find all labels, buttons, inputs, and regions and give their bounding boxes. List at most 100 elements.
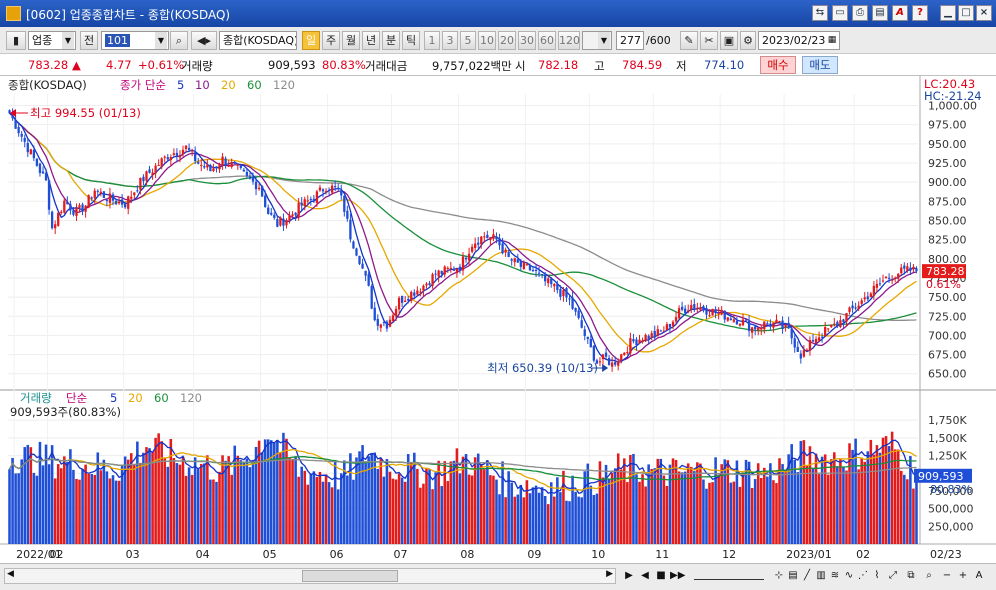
minute-20-button[interactable]: 20 — [498, 31, 516, 50]
tab-year[interactable]: 년 — [362, 31, 380, 50]
volume-bar — [723, 459, 727, 544]
font-icon[interactable]: A — [892, 5, 908, 21]
wave-tool-icon[interactable]: ∿ — [844, 570, 854, 581]
fan-tool-icon[interactable]: ⋰ — [858, 570, 868, 581]
tab-tick[interactable]: 틱 — [402, 31, 420, 50]
candle-body — [909, 267, 912, 271]
all-button[interactable]: 전 — [80, 31, 98, 50]
crosshair-icon[interactable]: ⊹ — [774, 570, 784, 581]
zoom-in-icon[interactable]: + — [958, 570, 968, 581]
volume-bar — [826, 474, 830, 544]
wand-icon[interactable]: ✎ — [680, 31, 698, 50]
minute-3-button[interactable]: 3 — [442, 31, 458, 50]
zoom-slider[interactable] — [694, 572, 764, 580]
volume-bar — [105, 471, 109, 544]
candle-body — [376, 318, 379, 326]
sound-icon[interactable]: ◀▸ — [191, 31, 217, 50]
help-icon[interactable]: ? — [912, 5, 928, 21]
scissors-icon[interactable]: ✂ — [700, 31, 718, 50]
sell-button[interactable]: 매도 — [802, 56, 838, 74]
bar-tool-icon[interactable]: ▥ — [816, 570, 826, 581]
fast-forward-icon[interactable]: ▶▶ — [670, 570, 686, 581]
volume-bar — [641, 474, 644, 544]
volume-bar — [367, 456, 370, 544]
volume-bar — [857, 469, 860, 544]
volume-bar — [102, 459, 106, 544]
candle-body — [601, 354, 605, 360]
link-icon[interactable]: ⇆ — [812, 5, 828, 21]
tab-week[interactable]: 주 — [322, 31, 340, 50]
market-select[interactable]: 업종 ▼ — [28, 31, 76, 50]
scroll-right-icon[interactable]: ▶ — [606, 569, 613, 579]
document-icon[interactable]: ▤ — [872, 5, 888, 21]
trend-tool-icon[interactable]: ⤢ — [889, 570, 897, 581]
play-icon[interactable]: ▶ — [625, 570, 633, 581]
candle-body — [96, 190, 99, 192]
volume-bar — [123, 456, 127, 544]
buy-button[interactable]: 매수 — [760, 56, 796, 74]
candle-body — [212, 168, 215, 172]
pattern-tool-icon[interactable]: ⌇ — [874, 570, 880, 581]
candle-body — [647, 335, 650, 340]
volume-bar — [626, 482, 629, 544]
rewind-icon[interactable]: ◀ — [641, 570, 649, 581]
date-tick-label: 03 — [126, 548, 140, 561]
minute-custom-select[interactable]: ▼ — [582, 31, 612, 50]
volume-bar — [702, 479, 705, 544]
current-volume-tag-text: 909,593 — [918, 470, 964, 483]
horizontal-scrollbar[interactable]: ◀ ▶ — [4, 568, 616, 584]
close-button[interactable]: × — [976, 5, 992, 21]
stop-icon[interactable]: ■ — [656, 570, 666, 581]
minute-120-button[interactable]: 120 — [558, 31, 580, 50]
window-min-alt-icon[interactable]: ▭ — [832, 5, 848, 21]
table-icon[interactable]: ▤ — [788, 570, 798, 581]
line-tool-icon[interactable]: ╱ — [803, 570, 811, 581]
tab-day[interactable]: 일 — [302, 31, 320, 50]
tab-month[interactable]: 월 — [342, 31, 360, 50]
minute-10-button[interactable]: 10 — [478, 31, 496, 50]
volume-tick-label: 1,500K — [928, 432, 967, 445]
volume-value: 909,593 — [268, 58, 316, 72]
candle-body — [890, 279, 894, 281]
minute-1-button[interactable]: 1 — [424, 31, 440, 50]
candle-body — [766, 323, 769, 325]
volume-bar — [653, 468, 657, 544]
gear-icon[interactable]: ⚙ — [740, 31, 756, 50]
candle-body — [848, 307, 851, 312]
code-input[interactable]: 101 ▼ — [101, 31, 169, 50]
date-input[interactable]: 2023/02/23 ▦ — [758, 31, 840, 50]
candle-body — [507, 251, 510, 258]
candle-body — [626, 352, 629, 354]
minute-5-button[interactable]: 5 — [460, 31, 476, 50]
volume-bar — [87, 473, 90, 544]
volume-bar — [239, 460, 243, 544]
print-icon[interactable]: ⎙ — [852, 5, 868, 21]
minute-30-button[interactable]: 30 — [518, 31, 536, 50]
zoom-out-icon[interactable]: − — [942, 570, 952, 581]
tab-minute[interactable]: 분 — [382, 31, 400, 50]
volume-bar — [887, 446, 891, 544]
search-icon[interactable]: ⌕ — [170, 31, 188, 50]
screen-icon[interactable]: ⧉ — [907, 570, 915, 581]
volume-bar — [769, 463, 772, 544]
minimize-button[interactable]: ▁ — [940, 5, 956, 21]
scroll-thumb[interactable] — [302, 570, 398, 582]
zoom-icon[interactable]: ⌕ — [926, 570, 932, 581]
volume-bar — [330, 487, 334, 544]
scroll-left-icon[interactable]: ◀ — [7, 569, 14, 579]
window-title: [0602] 업종종합차트 - 종합(KOSDAQ) — [26, 8, 231, 22]
volume-bar — [863, 461, 867, 544]
candle-body — [836, 321, 839, 327]
channel-tool-icon[interactable]: ≋ — [830, 570, 840, 581]
volume-bar — [829, 459, 833, 544]
minute-60-button[interactable]: 60 — [538, 31, 556, 50]
chart-area[interactable]: 1,000.00 975.00 950.00 925.00 900.00 875.00 85… — [0, 76, 996, 563]
count-input[interactable]: 277 — [616, 31, 644, 50]
index-chart[interactable]: 1,000.00 975.00 950.00 925.00 900.00 875.00 85… — [0, 76, 996, 563]
maximize-button[interactable]: □ — [958, 5, 974, 21]
save-icon[interactable]: ▣ — [720, 31, 738, 50]
text-tool-icon[interactable]: A — [975, 570, 983, 581]
pin-icon[interactable]: ▮ — [6, 31, 26, 50]
price-tick-label: 650.00 — [928, 368, 967, 381]
candle-body — [400, 295, 404, 303]
